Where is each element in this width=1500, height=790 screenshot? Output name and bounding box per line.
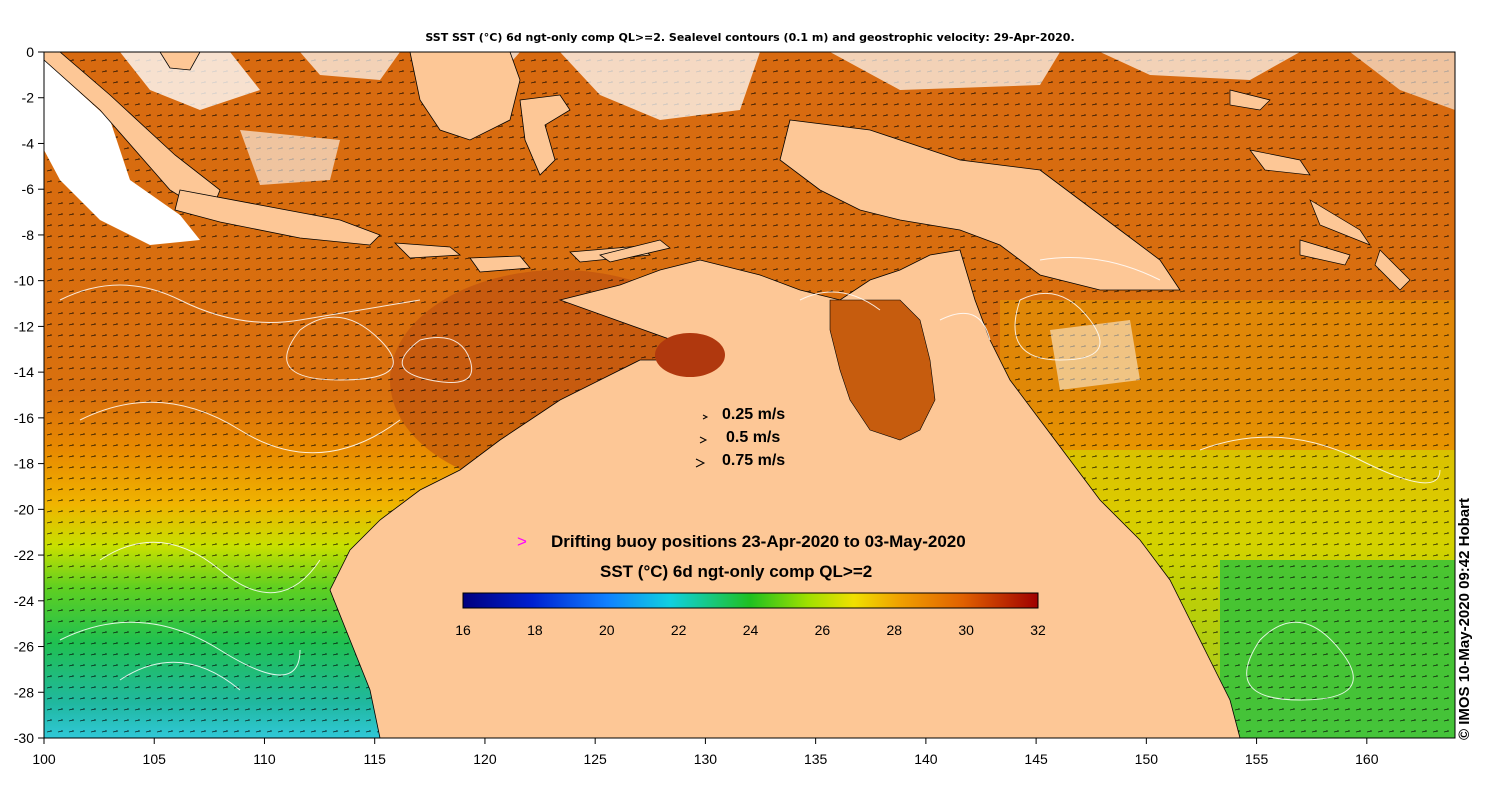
colorbar-tick-label: 32 bbox=[1030, 622, 1046, 638]
x-tick-label: 115 bbox=[364, 751, 387, 767]
colorbar-tick-label: 18 bbox=[527, 622, 543, 638]
velocity-key-label-1: 0.25 m/s bbox=[722, 406, 786, 423]
velocity-key-arrows bbox=[695, 414, 709, 468]
land bbox=[44, 52, 1241, 738]
colorbar-tick-label: 28 bbox=[886, 622, 902, 638]
x-tick-label: 110 bbox=[253, 751, 276, 767]
x-axis: 100 105 110 115 120 125 130 135 140 145 150 155 160 bbox=[32, 738, 1379, 767]
y-tick-label: -2 bbox=[22, 90, 35, 106]
y-tick-label: -24 bbox=[14, 593, 34, 609]
x-tick-label: 160 bbox=[1355, 751, 1379, 767]
y-tick-label: -14 bbox=[14, 364, 34, 380]
colorbar-title: SST (°C) 6d ngt-only comp QL>=2 bbox=[600, 562, 873, 581]
y-axis: 0 -2 -4 -6 -8 -10 -12 -14 -16 -18 -20 -22 -24 -26 -28 -… bbox=[14, 44, 44, 746]
x-tick-label: 135 bbox=[804, 751, 828, 767]
x-tick-label: 125 bbox=[583, 751, 607, 767]
x-tick-label: 140 bbox=[914, 751, 938, 767]
y-tick-label: 0 bbox=[26, 44, 34, 60]
x-tick-label: 105 bbox=[143, 751, 167, 767]
y-tick-label: -12 bbox=[14, 318, 34, 334]
buoy-legend-text: Drifting buoy positions 23-Apr-2020 to 0… bbox=[551, 532, 966, 551]
colorbar-tick-label: 30 bbox=[958, 622, 974, 638]
y-tick-label: -20 bbox=[14, 501, 34, 517]
y-tick-label: -8 bbox=[22, 227, 35, 243]
y-tick-label: -6 bbox=[22, 181, 35, 197]
y-tick-label: -16 bbox=[14, 410, 34, 426]
velocity-key-label-3: 0.75 m/s bbox=[722, 452, 786, 469]
colorbar bbox=[462, 592, 1039, 609]
x-tick-label: 120 bbox=[473, 751, 497, 767]
gulf-of-carpentaria bbox=[829, 299, 936, 441]
y-tick-label: -22 bbox=[14, 547, 34, 563]
y-tick-label: -18 bbox=[14, 456, 34, 472]
y-tick-label: -30 bbox=[14, 730, 34, 746]
x-tick-label: 150 bbox=[1135, 751, 1159, 767]
plot-frame bbox=[43, 51, 1456, 739]
map-title: SST SST (°C) 6d ngt-only comp QL>=2. Sea… bbox=[425, 31, 1075, 44]
colorbar-tick-label: 16 bbox=[455, 622, 471, 638]
credit-text: © IMOS 10-May-2020 09:42 Hobart bbox=[1456, 498, 1473, 740]
x-tick-label: 145 bbox=[1024, 751, 1048, 767]
x-tick-label: 130 bbox=[694, 751, 718, 767]
sealevel-contours bbox=[59, 257, 1441, 701]
colorbar-tick-label: 24 bbox=[743, 622, 759, 638]
velocity-key-label-2: 0.5 m/s bbox=[726, 429, 781, 446]
colorbar-ticks: 16 18 20 22 24 26 28 30 32 bbox=[455, 622, 1046, 638]
x-tick-label: 100 bbox=[32, 751, 56, 767]
colorbar-tick-label: 22 bbox=[671, 622, 687, 638]
y-tick-label: -10 bbox=[14, 273, 34, 289]
y-tick-label: -28 bbox=[14, 684, 34, 700]
y-tick-label: -26 bbox=[14, 639, 34, 655]
colorbar-tick-label: 20 bbox=[599, 622, 615, 638]
x-tick-label: 155 bbox=[1245, 751, 1269, 767]
buoy-legend-symbol: > bbox=[517, 532, 527, 551]
colorbar-tick-label: 26 bbox=[815, 622, 831, 638]
y-tick-label: -4 bbox=[22, 135, 35, 151]
